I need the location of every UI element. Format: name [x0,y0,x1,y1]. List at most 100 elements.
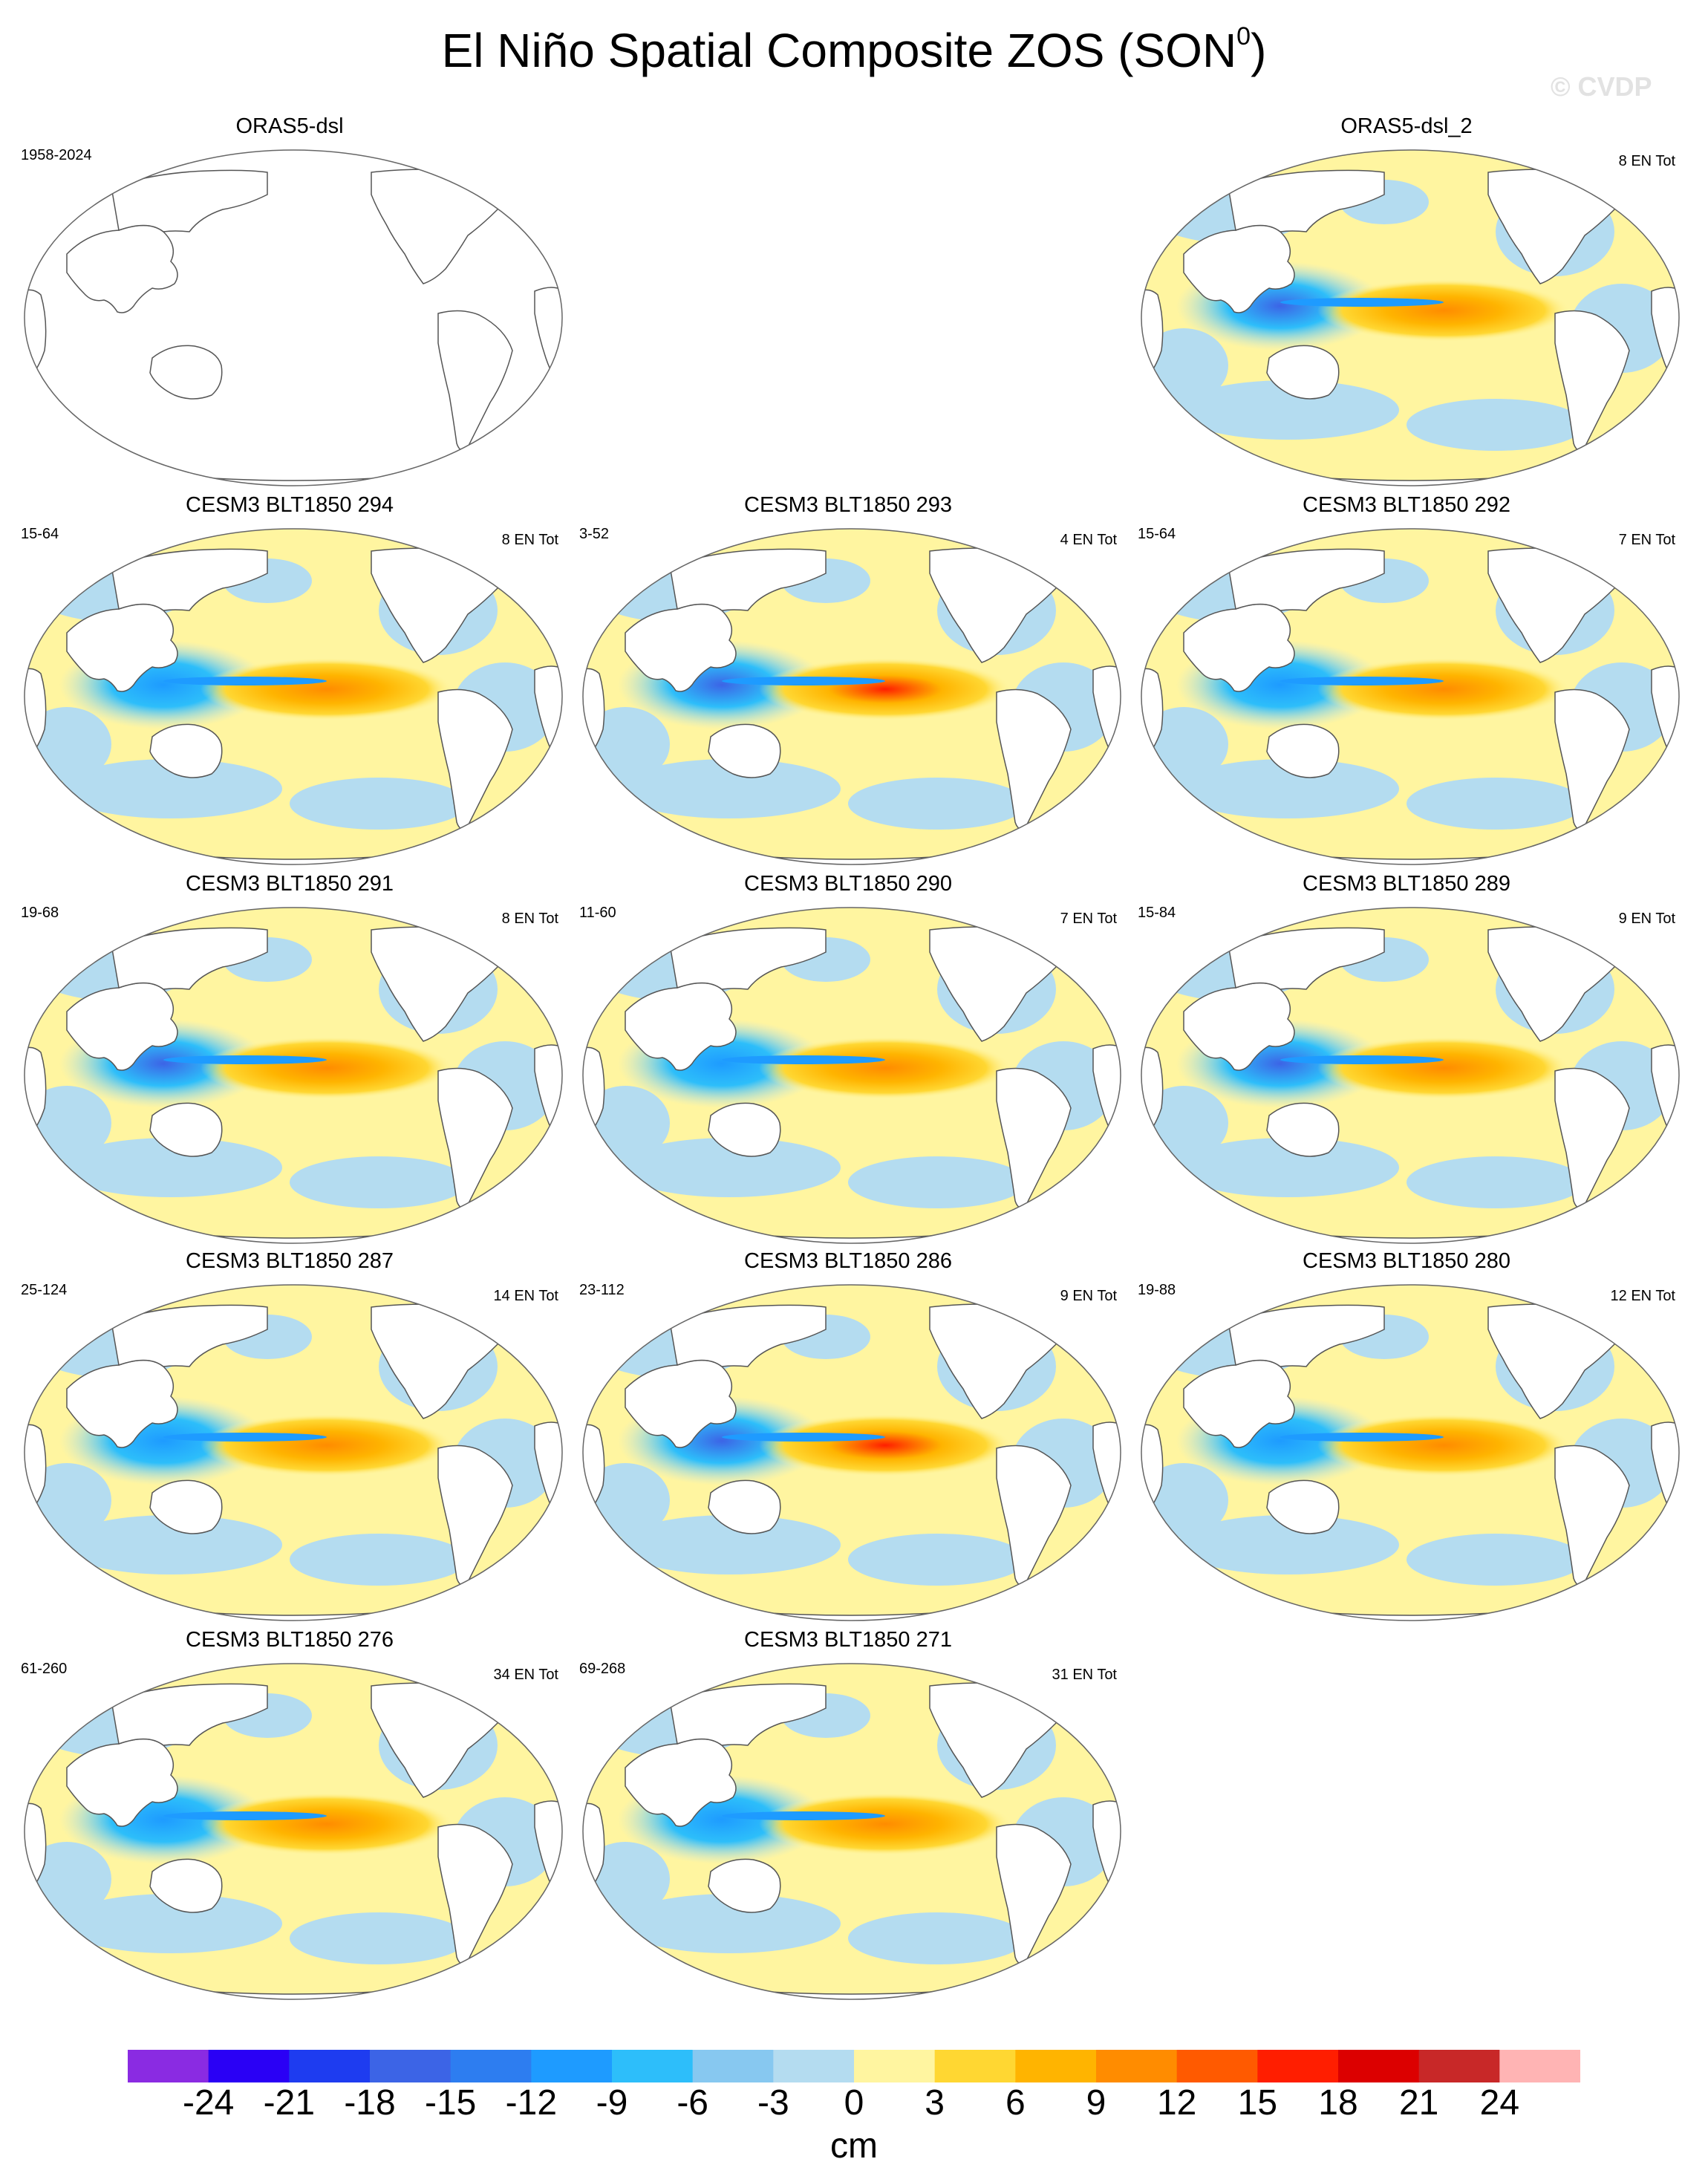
panel-event-count: 7 EN Tot [1060,911,1117,927]
panel-title: ORAS5-dsl [235,114,344,138]
panel-years: 15-64 [1138,526,1176,542]
panel-event-count: 14 EN Tot [493,1288,558,1304]
projected-map [582,528,1121,865]
land-asia2 [1228,548,1385,611]
colorbar-tick-label: 3 [925,2083,945,2123]
map-border [24,149,563,486]
panel-event-count: 8 EN Tot [1618,153,1675,169]
map-field [25,529,562,864]
map-field [583,908,1121,1243]
panel-event-count: 9 EN Tot [1618,911,1675,927]
title-text: El Niño Spatial Composite ZOS (SON [441,24,1237,77]
panel-event-count: 34 EN Tot [493,1667,558,1683]
map-field [1141,1285,1679,1621]
projected-map [1141,907,1680,1244]
map-panel-oras2: ORAS5-dsl_2 8 EN Tot [1132,116,1681,487]
colorbar-swatch [854,2050,936,2082]
map-panel-b291: CESM3 BLT1850 291 19-68 8 EN Tot [15,873,564,1245]
projected-map [582,1284,1121,1621]
panel-title: CESM3 BLT1850 292 [1303,493,1510,517]
land-australia [708,1858,781,1913]
land-asia2 [669,927,827,990]
colorbar-tick-label: -15 [424,2083,477,2123]
map-panel-b286: CESM3 BLT1850 286 23-112 9 EN Tot [573,1251,1123,1622]
land-australia [149,1858,223,1913]
projected-map [582,1663,1121,2000]
land-samerica [996,1445,1072,1586]
colorbar-swatch [1257,2050,1339,2082]
map-field [583,1664,1121,1999]
land-asia2 [111,548,268,611]
figure-title: El Niño Spatial Composite ZOS (SON0) [0,24,1708,77]
land-samerica [996,1823,1072,1964]
projected-map [24,149,563,486]
land-asia2 [669,548,827,611]
colorbar-swatch [1096,2050,1178,2082]
panel-years: 69-268 [579,1661,626,1677]
panel-title: CESM3 BLT1850 293 [744,493,952,517]
land-asia2 [669,1304,827,1367]
map-border [582,1663,1121,2000]
projected-map [582,907,1121,1244]
colorbar-tick-label: -18 [344,2083,396,2123]
colorbar-swatch [450,2050,532,2082]
land-asia2 [1228,927,1385,990]
map-field [1141,908,1679,1243]
map-border [24,1284,563,1621]
land-australia [708,723,781,778]
panel-event-count: 9 EN Tot [1060,1288,1117,1304]
map-panel-b289: CESM3 BLT1850 289 15-84 9 EN Tot [1132,873,1681,1245]
map-field [583,529,1121,864]
colorbar-tick-label: 15 [1237,2083,1278,2123]
colorbar-swatch [289,2050,371,2082]
map-border [24,528,563,865]
colorbar-tick-label: 24 [1479,2083,1520,2123]
colorbar-swatch [1176,2050,1258,2082]
panel-event-count: 12 EN Tot [1610,1288,1675,1304]
land-australia [1266,1102,1340,1157]
panel-years: 1958-2024 [21,147,92,163]
land-australia [708,1102,781,1157]
panel-years: 25-124 [21,1282,68,1298]
projected-map [1141,528,1680,865]
colorbar-swatch [612,2050,694,2082]
map-panel-b271: CESM3 BLT1850 271 69-268 31 EN Tot [573,1629,1123,2001]
map-border [582,907,1121,1244]
colorbar-tick-label: 9 [1086,2083,1106,2123]
colorbar-tick-label: 0 [844,2083,864,2123]
panel-title: CESM3 BLT1850 280 [1303,1249,1510,1273]
panel-years: 15-84 [1138,905,1176,921]
panel-event-count: 7 EN Tot [1618,532,1675,548]
land-australia [708,1479,781,1534]
land-australia [149,345,223,400]
land-asia2 [1228,1304,1385,1367]
land-samerica [1554,1445,1630,1586]
panel-title: CESM3 BLT1850 276 [186,1628,394,1652]
land-australia [149,1479,223,1534]
map-panel-b293: CESM3 BLT1850 293 3-52 4 EN Tot [573,495,1123,866]
land-samerica [437,1067,513,1208]
colorbar-swatch [370,2050,452,2082]
panel-title: CESM3 BLT1850 294 [186,493,394,517]
panel-title: CESM3 BLT1850 271 [744,1628,952,1652]
panel-title: CESM3 BLT1850 289 [1303,872,1510,896]
map-border [582,1284,1121,1621]
panel-event-count: 4 EN Tot [1060,532,1117,548]
land-australia [1266,345,1340,400]
panel-years: 61-260 [21,1661,68,1677]
cvdp-watermark: © CVDP [1551,71,1652,102]
panel-years: 19-88 [1138,1282,1176,1298]
map-panel-b280: CESM3 BLT1850 280 19-88 12 EN Tot [1132,1251,1681,1622]
colorbar-swatch [1499,2050,1580,2082]
map-field [25,908,562,1243]
colorbar-tick-label: -21 [263,2083,316,2123]
panel-years: 11-60 [579,905,616,921]
land-samerica [1554,1067,1630,1208]
land-asia2 [111,1304,268,1367]
projected-map [1141,149,1680,486]
colorbar-tick-label: -6 [677,2083,708,2123]
colorbar-swatch [934,2050,1016,2082]
land-samerica [437,1823,513,1964]
land-samerica [437,688,513,830]
land-asia2 [111,927,268,990]
